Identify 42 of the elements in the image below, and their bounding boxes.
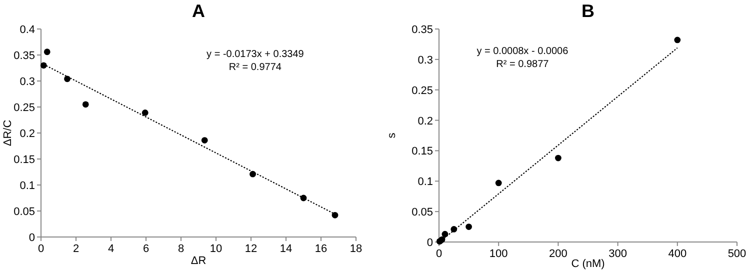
- chart-title: A: [192, 1, 205, 21]
- x-tick-label: 100: [489, 248, 508, 260]
- y-tick-label: 0.35: [412, 24, 433, 36]
- y-tick-label: 0.05: [412, 206, 433, 219]
- x-tick-label: 2: [72, 243, 80, 255]
- y-tick-label: 0.25: [412, 84, 433, 97]
- x-tick-label: 10: [210, 243, 222, 255]
- x-tick-label: 14: [280, 243, 292, 255]
- x-tick-label: 6: [142, 243, 150, 255]
- chart-title: B: [582, 1, 594, 21]
- y-tick-label: 0.2: [418, 115, 433, 128]
- x-tick-label: 300: [608, 248, 627, 260]
- y-tick-label: 0.3: [418, 54, 433, 66]
- x-tick-label: 16: [314, 243, 328, 255]
- y-tick-label: 0.25: [14, 102, 35, 114]
- y-tick-label: 0.15: [14, 154, 35, 166]
- y-tick-label: 0.1: [20, 180, 35, 192]
- x-tick-label: 400: [668, 248, 687, 260]
- x-axis-title: ΔR: [190, 255, 206, 267]
- x-tick-label: 500: [728, 248, 746, 260]
- y-tick-label: 0.15: [412, 146, 433, 158]
- y-tick-label: 0.3: [20, 76, 35, 88]
- y-axis-title: s: [386, 132, 398, 138]
- x-tick-label: 8: [178, 243, 184, 255]
- x-tick-label: 12: [244, 243, 258, 255]
- annotation: R² = 0.9774: [228, 62, 282, 73]
- y-tick-label: 0.2: [20, 128, 35, 140]
- annotation: y = -0.0173x + 0.3349: [206, 49, 304, 60]
- y-tick-label: 0.35: [14, 50, 35, 62]
- x-tick-label: 200: [549, 248, 568, 260]
- y-tick-label: 0: [28, 232, 35, 244]
- x-tick-label: 4: [108, 243, 114, 255]
- x-tick-label: 0: [38, 243, 44, 255]
- x-tick-label: 18: [350, 243, 362, 255]
- y-axis-title: ΔR/C: [2, 120, 14, 146]
- y-tick-label: 0.1: [418, 176, 433, 188]
- annotation: R² = 0.9877: [496, 59, 550, 70]
- annotation: y = 0.0008x - 0.0006: [476, 46, 569, 57]
- x-tick-label: 0: [436, 248, 442, 260]
- x-axis-title: C (nM): [571, 258, 605, 270]
- y-tick-label: 0.05: [14, 206, 35, 218]
- y-tick-label: 0.4: [20, 24, 35, 36]
